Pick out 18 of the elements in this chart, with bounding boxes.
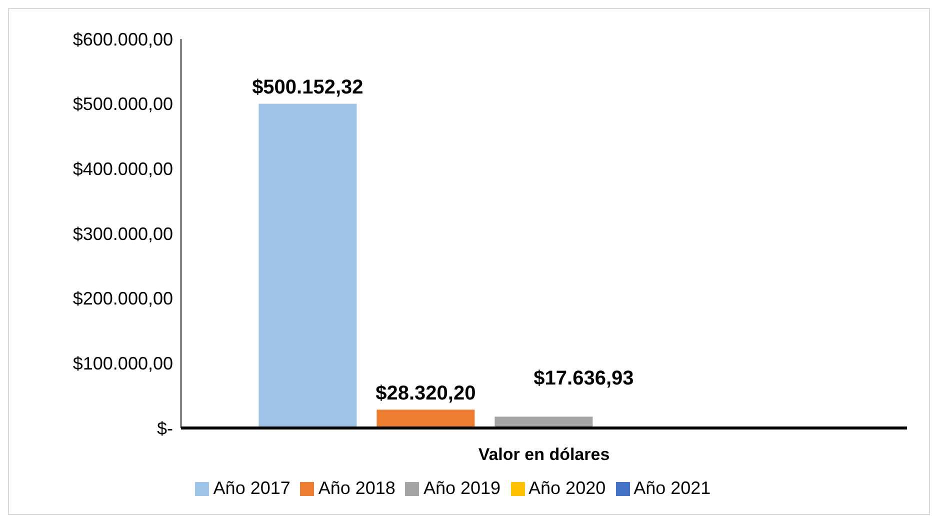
data-label: $500.152,32: [252, 76, 364, 99]
legend-label: Año 2018: [318, 478, 396, 498]
data-label: $28.320,20: [376, 382, 476, 405]
y-tick-label: $-: [156, 418, 173, 438]
y-tick-label: $400.000,00: [72, 159, 173, 180]
bar: [258, 104, 357, 428]
legend-label: Año 2017: [213, 478, 290, 498]
legend-label: Año 2020: [528, 478, 606, 498]
y-tick-label: $300.000,00: [72, 224, 173, 244]
y-tick-label: $600.000,00: [72, 29, 173, 50]
x-tick-label: Valor en dólares: [478, 445, 610, 464]
bar: [376, 410, 475, 428]
legend-label: Año 2019: [423, 478, 501, 498]
data-label: $17.636,93: [534, 368, 634, 390]
y-tick-label: $500.000,00: [72, 94, 173, 114]
y-tick-label: $200.000,00: [72, 288, 173, 309]
legend-label: Año 2021: [634, 478, 711, 498]
y-tick-label: $100.000,00: [72, 354, 173, 374]
